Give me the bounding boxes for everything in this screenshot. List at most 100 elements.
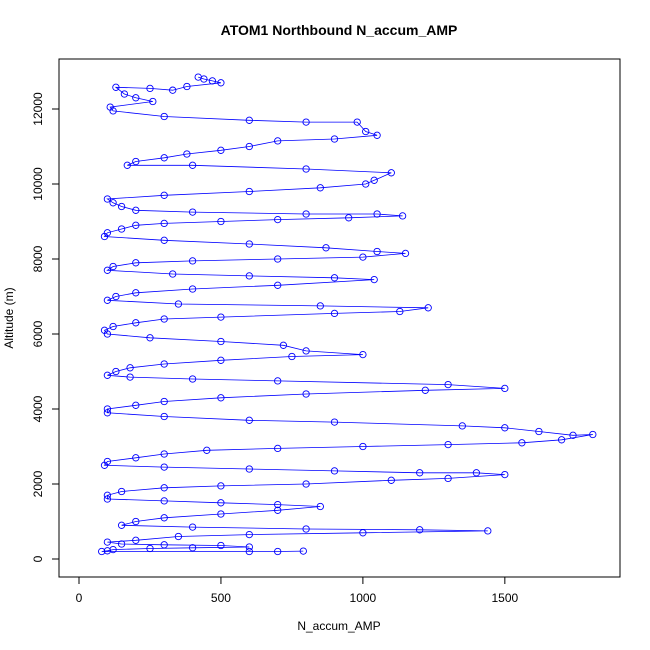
data-point: [370, 275, 378, 284]
data-point: [421, 386, 429, 394]
data-point: [362, 180, 370, 188]
data-point: [330, 467, 339, 475]
data-point: [103, 538, 112, 546]
data-point: [132, 94, 140, 102]
data-point: [217, 79, 225, 87]
data-point: [359, 350, 367, 359]
data-point: [370, 176, 378, 184]
data-point: [160, 463, 168, 471]
data-point: [245, 187, 253, 196]
data-point: [217, 356, 225, 364]
data-point: [208, 77, 217, 85]
data-point: [188, 523, 197, 531]
data-point: [146, 544, 154, 553]
data-point: [100, 461, 109, 469]
data-point: [203, 446, 211, 454]
data-point: [98, 547, 106, 556]
data-point: [345, 214, 353, 222]
data-point: [288, 352, 296, 361]
data-point: [217, 541, 225, 550]
data-point: [188, 544, 197, 552]
data-point: [245, 543, 253, 551]
data-point: [330, 309, 339, 318]
data-point: [444, 380, 452, 389]
data-point: [160, 541, 168, 549]
data-point: [274, 255, 282, 263]
data-point: [109, 262, 117, 271]
data-point: [401, 249, 410, 258]
data-point: [160, 397, 168, 406]
data-point: [245, 547, 253, 556]
y-axis-label: Altitude (m): [2, 287, 16, 348]
data-point: [245, 240, 253, 248]
data-point: [103, 330, 112, 338]
data-point: [174, 300, 183, 308]
data-point: [302, 347, 310, 355]
data-point: [518, 439, 526, 447]
data-point: [330, 274, 339, 282]
data-layer: [98, 73, 597, 556]
data-point: [160, 450, 168, 458]
data-point: [274, 137, 282, 145]
data-point: [123, 161, 131, 169]
data-point: [472, 469, 481, 477]
x-axis-label: N_accum_AMP: [297, 619, 380, 633]
data-point: [103, 547, 112, 555]
data-point: [103, 495, 112, 503]
data-point: [330, 418, 339, 426]
data-point: [373, 247, 381, 256]
data-point: [302, 525, 310, 533]
data-point: [183, 150, 191, 158]
data-point: [387, 476, 395, 484]
data-point: [103, 296, 112, 304]
data-point: [188, 375, 197, 383]
data-point: [132, 517, 140, 526]
data-point: [274, 281, 282, 289]
data-point: [109, 199, 117, 207]
data-point: [132, 259, 140, 267]
data-point: [160, 112, 168, 121]
data-point: [302, 165, 310, 173]
data-point: [146, 334, 154, 342]
data-point: [245, 142, 253, 151]
data-point: [169, 270, 177, 278]
data-point: [120, 90, 129, 98]
data-point: [217, 337, 225, 346]
data-point: [424, 304, 432, 312]
data-point: [274, 377, 282, 385]
y-tick-label: 12000: [31, 92, 45, 126]
data-point: [322, 244, 330, 252]
data-point: [174, 532, 183, 541]
data-point: [353, 118, 361, 126]
data-point: [132, 221, 140, 229]
data-point: [589, 430, 597, 439]
data-point: [132, 206, 140, 214]
data-point: [103, 405, 112, 413]
data-point: [557, 436, 566, 444]
data-point: [245, 416, 253, 424]
data-point: [274, 444, 282, 453]
data-point: [484, 527, 492, 535]
data-point: [302, 118, 310, 126]
data-point: [132, 319, 140, 327]
y-tick-label: 10000: [31, 167, 45, 201]
data-point: [103, 266, 112, 274]
data-point: [100, 232, 109, 241]
data-point: [359, 253, 367, 261]
data-point: [535, 427, 543, 436]
data-point: [316, 502, 324, 511]
data-point: [245, 116, 253, 124]
y-tick-label: 2000: [31, 470, 45, 497]
data-point: [117, 225, 126, 233]
data-point: [117, 521, 126, 529]
data-point: [188, 285, 197, 293]
x-tick-label: 0: [76, 591, 83, 605]
data-point: [302, 480, 310, 488]
data-point: [126, 364, 134, 372]
data-point: [501, 470, 509, 479]
x-tick-label: 1000: [350, 591, 377, 605]
data-point: [109, 545, 117, 554]
data-point: [160, 514, 168, 522]
data-point: [103, 195, 112, 203]
data-point: [359, 529, 367, 537]
